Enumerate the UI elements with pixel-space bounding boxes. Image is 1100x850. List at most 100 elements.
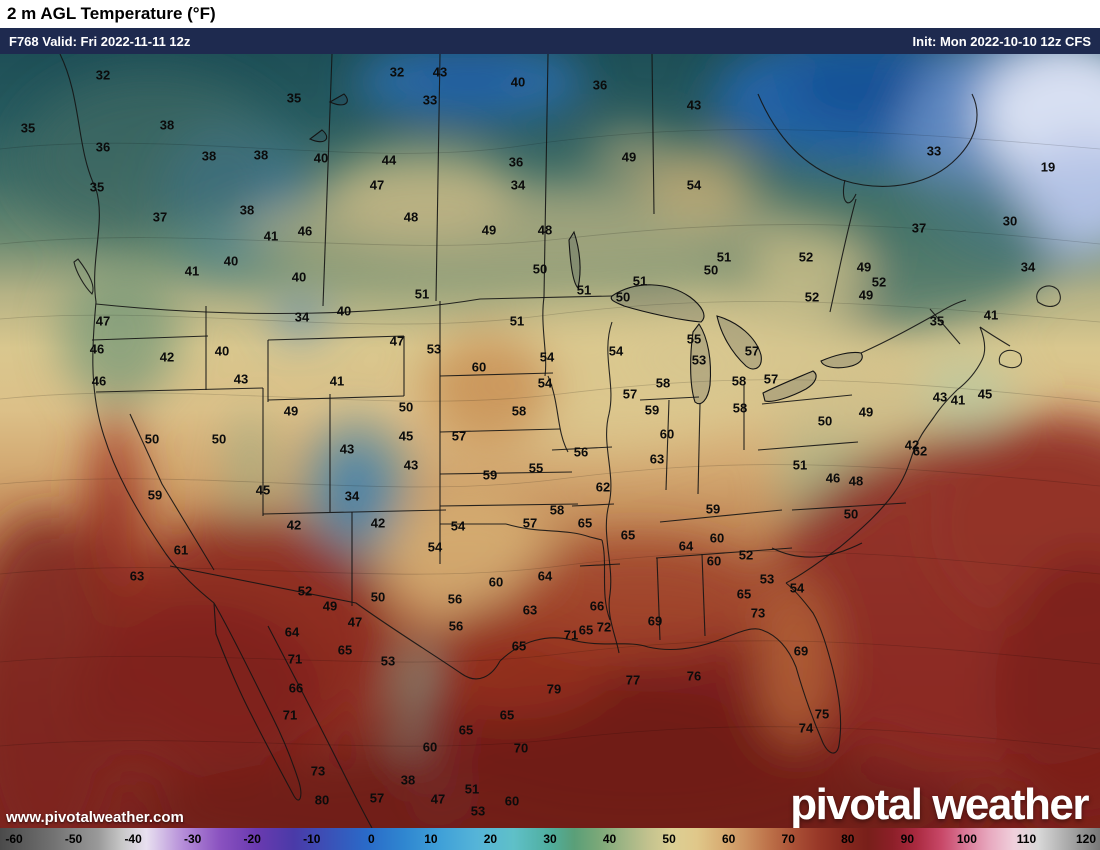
colorbar-tick: -10 (303, 832, 321, 846)
temp-label: 55 (528, 460, 544, 476)
temp-label: 41 (329, 373, 345, 389)
temp-label: 60 (471, 359, 487, 375)
colorbar-tick: 10 (424, 832, 438, 846)
temp-label: 60 (709, 530, 725, 546)
temp-label: 36 (508, 154, 524, 170)
temp-label: 51 (792, 457, 808, 473)
map-graphic (0, 54, 1100, 828)
temp-label: 47 (369, 177, 385, 193)
temp-label: 58 (549, 502, 565, 518)
temp-label: 73 (310, 763, 326, 779)
temp-label: 71 (287, 651, 303, 667)
temp-label: 30 (1002, 213, 1018, 229)
watermark-url: www.pivotalweather.com (6, 809, 184, 826)
temp-label: 51 (464, 781, 480, 797)
temp-label: 32 (389, 64, 405, 80)
temp-label: 35 (929, 313, 945, 329)
temp-label: 46 (91, 373, 107, 389)
temp-label: 54 (789, 580, 805, 596)
colorbar-tick: -30 (183, 832, 202, 846)
temp-label: 66 (288, 680, 304, 696)
temp-label: 38 (201, 148, 217, 164)
temp-label: 40 (510, 74, 526, 90)
temp-label: 50 (703, 262, 719, 278)
temp-label: 56 (447, 591, 463, 607)
temp-label: 49 (858, 404, 874, 420)
colorbar-tick: 0 (367, 832, 375, 846)
temp-label: 64 (537, 568, 553, 584)
temp-label: 52 (871, 274, 887, 290)
temp-label: 43 (339, 441, 355, 457)
temp-label: 59 (705, 501, 721, 517)
temp-label: 48 (848, 473, 864, 489)
temp-label: 38 (239, 202, 255, 218)
temp-label: 46 (825, 470, 841, 486)
temp-label: 53 (759, 571, 775, 587)
temp-label: 42 (159, 349, 175, 365)
valid-time-label: F768 Valid: Fri 2022-11-11 12z (9, 33, 191, 49)
colorbar-tick: -40 (124, 832, 142, 846)
temp-label: 57 (451, 428, 467, 444)
temp-label: 52 (798, 249, 814, 265)
temp-label: 71 (563, 627, 579, 643)
temp-label: 65 (511, 638, 527, 654)
temp-label: 76 (686, 668, 702, 684)
temp-label: 70 (513, 740, 529, 756)
great-lakes (308, 93, 863, 405)
temp-label: 58 (732, 400, 748, 416)
temp-label: 60 (706, 553, 722, 569)
pivotal-weather-logo: pivotal weather (790, 780, 1089, 828)
temp-label: 49 (283, 403, 299, 419)
temp-label: 74 (798, 720, 814, 736)
temp-label: 43 (686, 97, 702, 113)
temp-label: 51 (414, 286, 430, 302)
temp-label: 52 (738, 547, 754, 563)
temp-label: 51 (632, 273, 648, 289)
temp-label: 40 (313, 150, 329, 166)
temp-label: 45 (398, 428, 414, 444)
temp-label: 54 (427, 539, 443, 555)
temp-label: 71 (282, 707, 298, 723)
colorbar-tick: 30 (543, 832, 557, 846)
temp-label: 50 (211, 431, 227, 447)
temp-label: 46 (297, 223, 313, 239)
temp-label: 45 (255, 482, 271, 498)
temp-label: 57 (744, 343, 760, 359)
temp-label: 50 (398, 399, 414, 415)
colorbar-tick: -20 (243, 832, 261, 846)
temp-label: 69 (647, 613, 663, 629)
colorbar-tick: 20 (483, 832, 498, 846)
model-info-bar: F768 Valid: Fri 2022-11-11 12z Init: Mon… (0, 28, 1100, 54)
page-title: 2 m AGL Temperature (°F) (7, 4, 216, 23)
colorbar-gradient (0, 828, 1100, 850)
temp-label: 44 (381, 152, 397, 168)
temp-label: 36 (95, 139, 111, 155)
colorbar-tick: 100 (956, 832, 977, 846)
temp-label: 66 (589, 598, 605, 614)
temp-label: 73 (750, 605, 766, 621)
temp-label: 63 (649, 451, 665, 467)
colorbar-tick: 60 (721, 832, 736, 846)
contour-lines (0, 129, 1100, 750)
temp-label: 54 (450, 518, 466, 534)
temp-label: 58 (655, 375, 671, 391)
temp-label: 64 (284, 624, 300, 640)
temp-label: 49 (856, 259, 872, 275)
temp-label: 47 (389, 333, 405, 349)
temp-label: 37 (911, 220, 927, 236)
temp-label: 62 (912, 443, 928, 459)
temp-label: 51 (509, 313, 525, 329)
temperature-colorbar: -60 -50 -40 -30 -20 -10 0 10 20 30 40 50 60 70 80 90 100… (0, 828, 1100, 850)
temp-label: 36 (592, 77, 608, 93)
temp-label: 47 (95, 313, 111, 329)
temp-label: 43 (403, 457, 419, 473)
temp-label: 34 (510, 177, 526, 193)
temp-label: 43 (432, 64, 448, 80)
temp-label: 47 (347, 614, 363, 630)
temp-label: 64 (678, 538, 694, 554)
colorbar-tick: 120 (1075, 832, 1097, 846)
title-bar: 2 m AGL Temperature (°F) (0, 0, 1100, 28)
temp-label: 72 (596, 619, 612, 635)
temp-label: 65 (578, 622, 594, 638)
temp-label: 41 (950, 392, 966, 408)
